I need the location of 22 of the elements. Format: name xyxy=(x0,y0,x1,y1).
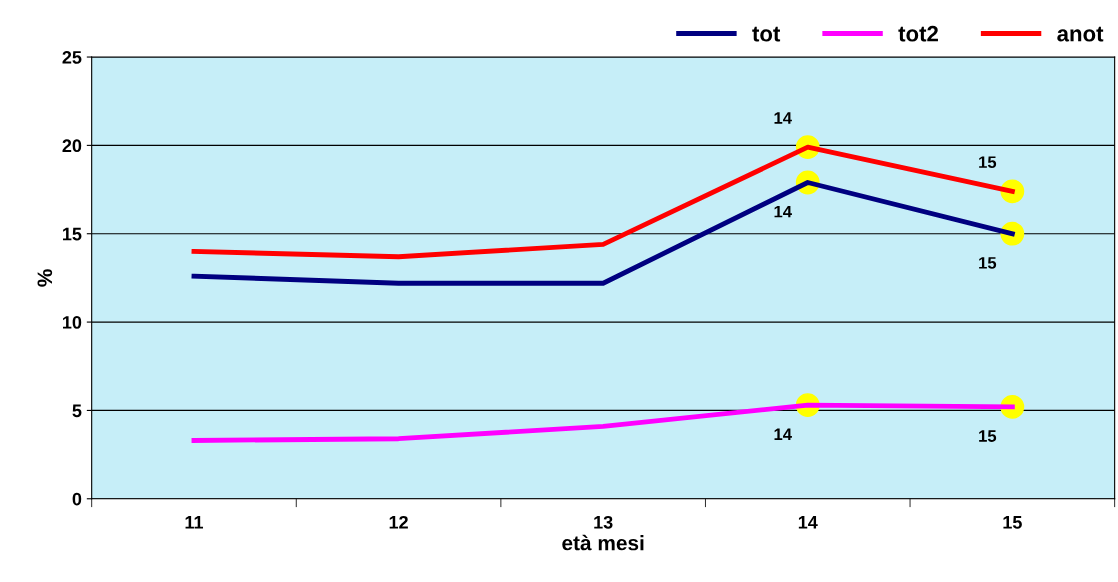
y-tick-label: 0 xyxy=(72,492,82,506)
annotation: 15 xyxy=(979,430,997,442)
legend-label: tot2 xyxy=(898,25,938,42)
y-tick-label: 25 xyxy=(62,50,82,64)
annotation: 14 xyxy=(774,428,792,440)
y-axis-title: % xyxy=(37,269,53,287)
y-tick-label: 15 xyxy=(63,227,82,241)
y-tick-label: 5 xyxy=(72,404,82,418)
annotation: 15 xyxy=(979,257,997,269)
x-tick-label: 14 xyxy=(798,516,818,529)
x-tick-label: 13 xyxy=(594,515,613,529)
x-tick-label: 11 xyxy=(185,516,204,529)
annotation: 15 xyxy=(979,156,997,169)
legend-label: tot xyxy=(752,26,781,42)
annotation: 14 xyxy=(774,112,792,124)
annotation: 14 xyxy=(774,205,792,218)
legend-label: anot xyxy=(1057,26,1104,42)
x-axis-title: età mesi xyxy=(562,534,644,551)
x-tick-label: 12 xyxy=(389,515,408,529)
y-tick-label: 10 xyxy=(63,316,82,329)
y-tick-label: 20 xyxy=(62,139,82,153)
x-tick-label: 15 xyxy=(1003,516,1022,529)
